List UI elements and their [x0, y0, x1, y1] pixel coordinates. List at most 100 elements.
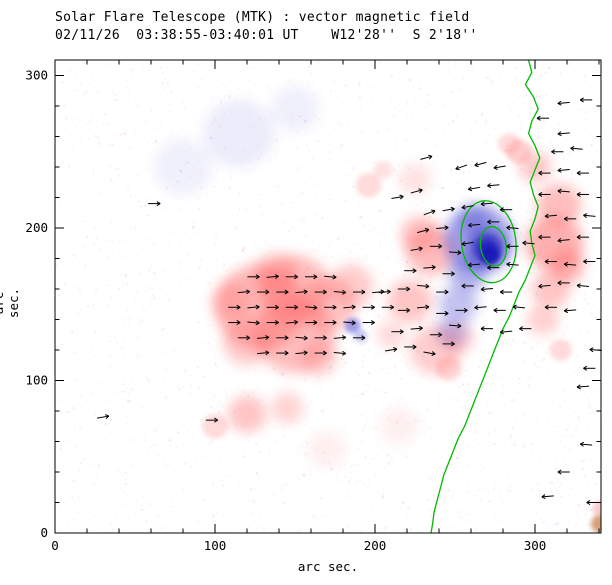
- vector-arrow: [353, 289, 366, 295]
- vector-arrow: [544, 304, 557, 310]
- positive-region: [527, 304, 559, 335]
- vector-arrow: [467, 222, 481, 228]
- positive-region: [379, 407, 419, 445]
- vector-arrow: [285, 304, 299, 310]
- negative-region: [344, 317, 361, 334]
- vector-arrow: [247, 320, 260, 326]
- positive-region: [376, 321, 406, 349]
- vector-arrow: [429, 332, 443, 338]
- vector-arrow: [506, 243, 519, 249]
- axis-ticks: [54, 59, 602, 534]
- vector-arrow: [499, 207, 513, 213]
- vector-arrow: [544, 259, 557, 265]
- negative-region: [354, 330, 367, 343]
- vector-arrow: [506, 225, 519, 231]
- positive-region: [498, 133, 521, 155]
- positive-region: [400, 215, 439, 253]
- vector-arrow: [576, 283, 590, 289]
- positive-region: [307, 430, 347, 468]
- vector-arrow: [285, 274, 299, 280]
- positive-region: [202, 414, 228, 439]
- vector-arrow: [474, 305, 487, 311]
- vector-arrow: [333, 335, 347, 341]
- vector-arrow: [448, 323, 462, 329]
- neutral-line-contour: [430, 60, 541, 533]
- vector-arrow: [576, 191, 589, 197]
- vector-arrow: [416, 283, 430, 289]
- vector-arrow: [480, 286, 494, 292]
- vector-arrow: [391, 194, 404, 200]
- vector-arrow: [461, 283, 474, 289]
- vector-arrow: [579, 97, 593, 103]
- vector-arrow: [563, 216, 577, 222]
- vector-arrow: [256, 335, 270, 341]
- vector-arrow: [314, 350, 327, 356]
- vector-arrow: [228, 304, 241, 310]
- vector-arrow: [324, 274, 337, 280]
- vector-arrow: [474, 161, 487, 168]
- positive-region: [253, 252, 299, 296]
- vector-arrow: [324, 304, 337, 310]
- vector-arrow: [579, 441, 593, 447]
- vector-arrow: [557, 280, 570, 286]
- vector-arrow: [385, 347, 398, 352]
- vector-arrow: [576, 170, 589, 176]
- negative-region: [458, 205, 491, 236]
- vector-arrow: [410, 188, 423, 194]
- positive-region: [328, 264, 374, 308]
- vector-arrow: [442, 271, 455, 277]
- vector-arrow: [295, 289, 308, 295]
- contour-loop: [460, 200, 517, 284]
- vector-arrow: [480, 201, 494, 207]
- vector-arrow: [487, 183, 500, 189]
- vector-arrow: [557, 469, 570, 475]
- vector-arrow: [563, 308, 577, 314]
- vector-arrow: [333, 350, 347, 356]
- vector-arrow: [314, 289, 327, 295]
- vector-arrow: [404, 268, 417, 274]
- vector-arrow: [148, 201, 161, 207]
- vector-arrow: [397, 286, 411, 292]
- vector-arrow: [257, 289, 270, 295]
- vector-arrow: [538, 234, 551, 240]
- vector-arrow: [538, 283, 551, 289]
- vector-arrow: [442, 206, 455, 212]
- vector-arrow: [305, 274, 318, 280]
- vector-arrow: [487, 265, 500, 271]
- vector-arrow: [285, 319, 299, 325]
- vector-arrow: [295, 335, 308, 341]
- y-tick-label: 300: [25, 68, 48, 83]
- vector-arrow: [442, 341, 455, 347]
- vector-arrow: [228, 320, 241, 326]
- vector-arrow: [97, 414, 110, 420]
- figure-title: Solar Flare Telescope (MTK) : vector mag…: [55, 10, 470, 25]
- vector-arrow: [487, 219, 500, 225]
- vector-arrow: [461, 241, 474, 247]
- vector-arrow: [256, 350, 270, 356]
- vector-arrow: [455, 164, 468, 171]
- positive-region: [227, 395, 267, 433]
- vector-arrow: [583, 213, 596, 219]
- vector-arrow: [266, 304, 279, 310]
- negative-region: [439, 285, 478, 323]
- vector-arrow: [436, 310, 449, 316]
- vector-arrow: [397, 307, 411, 313]
- positive-region: [211, 282, 251, 320]
- vector-arrow: [557, 100, 570, 106]
- vector-arrow: [276, 289, 289, 295]
- positive-region: [399, 163, 431, 195]
- vector-arrow: [461, 204, 474, 210]
- contour-loop: [479, 225, 508, 267]
- vector-arrow: [522, 240, 535, 246]
- vector-arrow: [538, 191, 551, 197]
- negative-core-region: [480, 246, 500, 265]
- positive-region: [223, 319, 271, 366]
- vector-arrow: [362, 320, 375, 326]
- vector-arrow: [480, 326, 493, 332]
- vector-arrow: [205, 417, 219, 423]
- plot-frame: [54, 59, 602, 534]
- vector-arrow: [506, 261, 519, 267]
- y-tick-label: 0: [40, 525, 48, 540]
- vector-arrow: [333, 289, 347, 295]
- vector-arrow: [583, 259, 596, 265]
